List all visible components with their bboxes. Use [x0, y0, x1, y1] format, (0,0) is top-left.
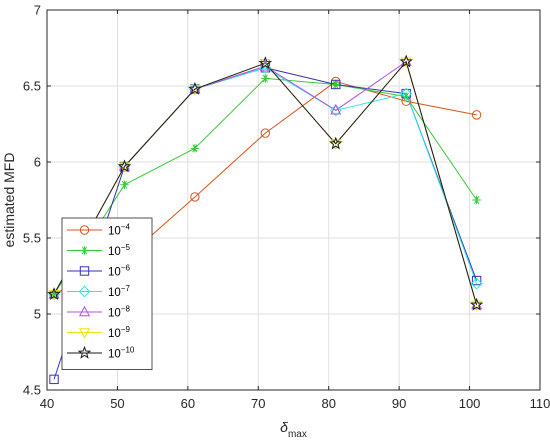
x-tick-label: 100: [459, 396, 481, 411]
data-point-series-3: [471, 275, 482, 286]
data-point-series-4: [400, 87, 413, 100]
data-point-series-3: [331, 79, 341, 90]
y-tick-label: 6.5: [23, 79, 41, 94]
x-tick-label: 50: [110, 396, 124, 411]
legend-label-2: 10−5: [108, 243, 130, 258]
data-point-series-4: [259, 61, 272, 74]
legend-label-6: 10−9: [108, 325, 130, 340]
legend-label-exponent: −10: [121, 346, 135, 355]
y-axis-label: estimated MFD: [1, 153, 17, 248]
legend-label-exponent: −4: [121, 223, 131, 232]
y-tick-label: 4.5: [23, 383, 41, 398]
legend-marker-3: [79, 266, 90, 276]
data-point-series-1: [260, 128, 271, 138]
x-tick-label: 70: [251, 396, 265, 411]
x-axis-label: δmax: [280, 419, 307, 440]
data-point-series-2: [261, 74, 270, 83]
y-tick-label: 5.5: [23, 231, 41, 246]
x-axis-label-base: δ: [280, 419, 288, 435]
data-point-series-7: [117, 159, 132, 173]
data-point-series-2: [472, 195, 481, 205]
data-point-series-7: [469, 297, 484, 311]
data-point-series-1: [190, 192, 200, 202]
legend: 10−410−510−610−710−810−910−10: [61, 217, 153, 370]
y-axis-ticks: 4.5 5 5.5 6 6.5 7: [23, 3, 540, 398]
data-point-series-1: [471, 110, 482, 120]
data-point-series-5: [189, 82, 201, 94]
legend-label-exponent: −6: [121, 264, 131, 273]
legend-label-base: 10: [108, 267, 121, 279]
legend-marker-1: [79, 225, 90, 235]
y-tick-label: 7: [34, 3, 41, 18]
axes-box: [46, 9, 541, 391]
legend-label-exponent: −5: [121, 243, 131, 252]
legend-marker-7: [77, 345, 92, 359]
x-axis-label-subscript: max: [288, 429, 307, 440]
legend-label-3: 10−6: [108, 264, 130, 279]
legend-label-exponent: −8: [121, 305, 131, 314]
legend-label-base: 10: [108, 308, 121, 320]
legend-label-base: 10: [108, 328, 121, 340]
x-axis-ticks: 40 50 60 70 80 90 100 110: [40, 10, 550, 411]
data-point-series-3: [260, 63, 271, 73]
data-point-series-2: [401, 92, 411, 101]
x-tick-label: 40: [40, 396, 54, 411]
legend-label-base: 10: [108, 287, 121, 299]
data-point-series-3: [401, 88, 411, 99]
data-point-series-5: [400, 55, 412, 66]
legend-label-base: 10: [108, 246, 121, 258]
legend-box: [61, 217, 153, 370]
data-point-series-5: [48, 287, 60, 299]
data-point-series-5: [330, 104, 342, 115]
data-point-series-2: [49, 290, 59, 299]
legend-marker-2: [80, 246, 89, 255]
legend-label-1: 10−4: [108, 223, 130, 238]
data-point-series-7: [258, 56, 273, 69]
legend-marker-4: [78, 285, 91, 298]
legend-label-exponent: −9: [121, 325, 131, 334]
legend-marker-5: [78, 305, 91, 317]
data-point-series-2: [190, 144, 200, 153]
data-point-series-2: [331, 80, 340, 89]
legend-label-7: 10−10: [108, 346, 135, 361]
data-point-series-5: [118, 160, 131, 171]
y-tick-label: 6: [34, 155, 41, 170]
data-point-series-7: [47, 287, 61, 301]
data-point-series-4: [470, 277, 483, 290]
x-tick-label: 80: [321, 396, 335, 411]
data-point-series-4: [329, 104, 342, 117]
x-tick-label: 110: [530, 396, 550, 411]
legend-label-base: 10: [108, 226, 121, 238]
data-point-series-3: [49, 374, 59, 385]
data-point-series-7: [328, 136, 343, 150]
x-tick-label: 90: [392, 396, 406, 411]
legend-label-exponent: −7: [121, 284, 131, 293]
data-point-series-7: [188, 81, 202, 95]
x-tick-label: 60: [181, 396, 195, 411]
legend-label-5: 10−8: [108, 305, 130, 320]
y-tick-label: 5: [34, 307, 41, 322]
series-markers: [47, 54, 484, 385]
data-point-series-5: [471, 298, 483, 310]
data-point-series-7: [399, 54, 413, 68]
data-point-series-2: [120, 180, 129, 189]
legend-marker-6: [78, 328, 91, 339]
legend-label-4: 10−7: [108, 284, 130, 299]
legend-label-base: 10: [108, 349, 121, 361]
